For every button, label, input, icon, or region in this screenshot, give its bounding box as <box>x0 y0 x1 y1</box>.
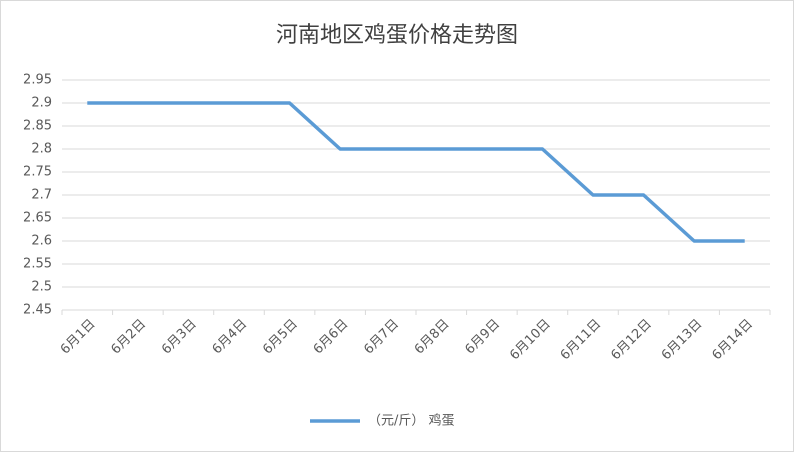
chart-title: 河南地区鸡蛋价格走势图 <box>276 23 518 48</box>
y-tick-label: 2.8 <box>31 142 52 157</box>
y-tick-label: 2.45 <box>23 303 52 318</box>
data-line <box>87 101 745 243</box>
y-tick-label: 2.85 <box>23 119 52 134</box>
legend-label: （元/斤） 鸡蛋 <box>368 413 455 429</box>
y-tick-label: 2.5 <box>31 280 52 295</box>
y-tick-label: 2.95 <box>23 73 52 88</box>
y-tick-label: 2.6 <box>31 234 52 249</box>
y-tick-label: 2.75 <box>23 165 52 180</box>
y-tick-label: 2.9 <box>31 96 52 111</box>
y-tick-label: 2.55 <box>23 257 52 272</box>
y-tick-label: 2.7 <box>31 188 52 203</box>
y-tick-label: 2.65 <box>23 211 52 226</box>
